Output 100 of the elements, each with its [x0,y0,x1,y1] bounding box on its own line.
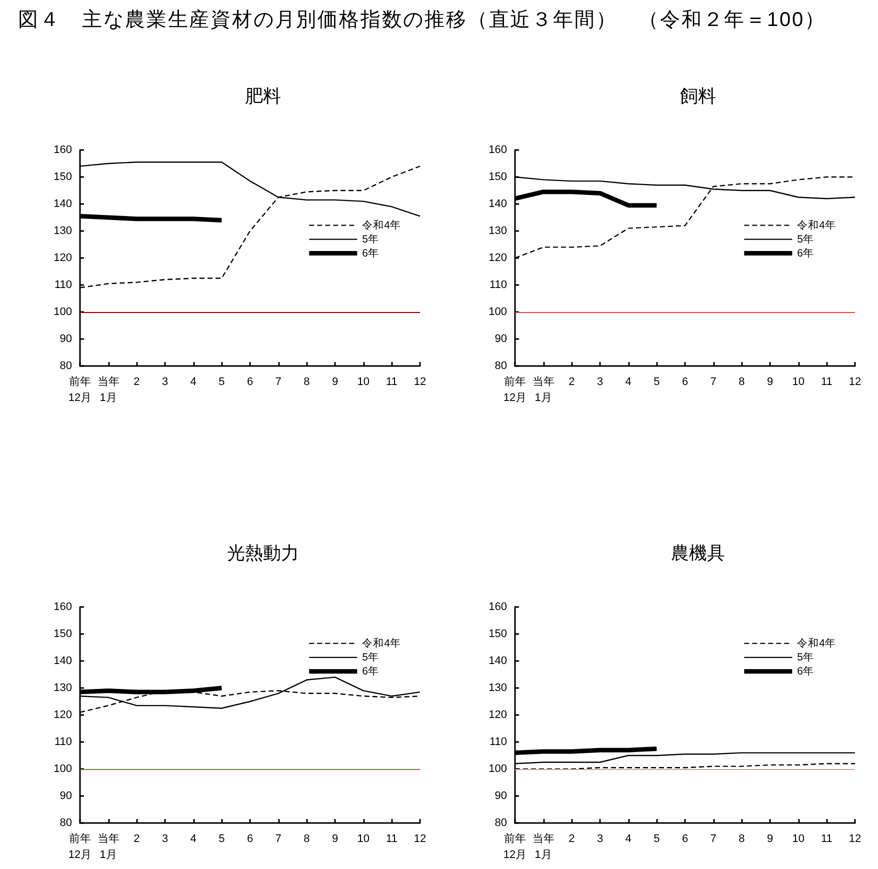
y-tick-label: 90 [60,790,72,802]
x-tick-label: 前年 12月 [503,833,527,861]
x-tick-label: 9 [332,833,338,845]
x-tick-label: 8 [304,833,310,845]
x-tick-label: 7 [275,833,282,845]
x-tick-label: 5 [218,376,225,388]
x-tick-label: 8 [738,376,745,388]
x-tick-label: 3 [162,376,168,388]
x-tick-label: 10 [357,376,370,388]
y-tick-label: 130 [488,682,507,694]
y-tick-label: 110 [489,736,507,748]
x-tick-label: 4 [625,376,632,388]
legend-label: 5年 [362,233,380,246]
y-tick-label: 90 [494,790,507,802]
x-tick-label: 10 [792,833,804,845]
x-tick-label: 前年 12月 [68,833,92,861]
legend-label: 令和4年 [797,218,836,232]
x-tick-label: 前年 12月 [503,376,527,404]
y-tick-label: 100 [54,306,72,318]
x-tick-label: 7 [710,376,716,388]
x-tick-label: 前年 12月 [68,376,92,404]
y-tick-label: 80 [60,817,72,829]
y-tick-label: 110 [489,279,507,291]
y-tick-label: 120 [54,252,72,264]
y-tick-label: 100 [488,763,507,775]
x-tick-label: 10 [357,833,370,845]
y-tick-label: 120 [488,252,507,264]
x-tick-label: 12 [848,376,862,388]
y-tick-label: 80 [494,360,507,372]
chart-title: 光熱動力 [227,543,299,563]
x-tick-label: 9 [332,376,338,388]
x-tick-label: 11 [820,376,832,388]
x-tick-label: 7 [710,833,716,845]
y-tick-label: 140 [54,198,72,210]
x-tick-label: 10 [792,376,804,388]
x-tick-label: 6 [246,376,254,388]
legend-label: 令和4年 [362,218,402,232]
y-tick-label: 80 [494,817,507,829]
y-tick-label: 130 [488,225,507,237]
legend-label: 6年 [797,247,814,260]
y-tick-label: 150 [54,171,72,183]
x-tick-label: 6 [682,376,688,388]
x-tick-label: 9 [766,833,774,845]
y-tick-label: 120 [488,709,507,721]
x-tick-label: 3 [162,833,168,845]
y-tick-label: 160 [54,144,72,156]
x-tick-label: 当年 1月 [532,833,554,861]
y-tick-label: 90 [60,333,72,345]
x-tick-label: 2 [134,376,140,388]
x-tick-label: 当年 1月 [97,833,120,861]
x-tick-label: 2 [134,833,140,845]
y-tick-label: 150 [488,171,507,183]
y-tick-label: 110 [54,736,72,748]
x-tick-label: 11 [820,833,832,845]
x-tick-label: 12 [414,833,426,845]
y-tick-label: 80 [60,360,72,372]
x-tick-label: 5 [218,833,225,845]
y-tick-label: 160 [488,601,507,613]
x-tick-label: 4 [625,833,632,845]
x-tick-label: 4 [190,376,196,388]
x-tick-label: 5 [654,376,660,388]
legend-label: 6年 [362,247,380,260]
x-tick-label: 5 [654,833,660,845]
y-tick-label: 140 [488,198,507,210]
x-tick-label: 3 [596,833,604,845]
legend-label: 5年 [797,233,814,246]
chart-title: 飼料 [680,86,716,106]
x-tick-label: 9 [766,376,774,388]
y-tick-label: 130 [54,682,72,694]
legend-label: 令和4年 [362,636,402,650]
legend-label: 6年 [797,665,814,678]
y-tick-label: 100 [54,763,72,775]
x-tick-label: 2 [568,376,575,388]
x-tick-label: 12 [848,833,862,845]
text: 図４ 主な農業生産資材の月別価格指数の推移（直近３年間） （令和２年＝100） [18,8,826,33]
y-tick-label: 140 [54,655,72,667]
legend-label: 5年 [797,651,814,664]
y-tick-label: 100 [488,306,507,318]
x-tick-label: 6 [246,833,254,845]
legend-label: 6年 [362,665,380,678]
x-tick-label: 8 [738,833,745,845]
x-tick-label: 2 [568,833,575,845]
y-tick-label: 90 [494,333,507,345]
x-tick-label: 3 [596,376,604,388]
y-tick-label: 160 [488,144,507,156]
x-tick-label: 当年 1月 [97,376,120,404]
x-tick-label: 当年 1月 [532,376,554,404]
x-tick-label: 7 [275,376,282,388]
legend-label: 5年 [362,651,380,664]
x-tick-label: 12 [414,376,426,388]
y-tick-label: 140 [488,655,507,667]
chart-title: 肥料 [245,86,281,106]
x-tick-label: 6 [682,833,688,845]
x-tick-label: 4 [190,833,196,845]
y-tick-label: 120 [54,709,72,721]
x-tick-label: 8 [304,376,310,388]
y-tick-label: 150 [54,628,72,640]
y-tick-label: 150 [488,628,507,640]
y-tick-label: 130 [54,225,72,237]
y-tick-label: 160 [54,601,72,613]
